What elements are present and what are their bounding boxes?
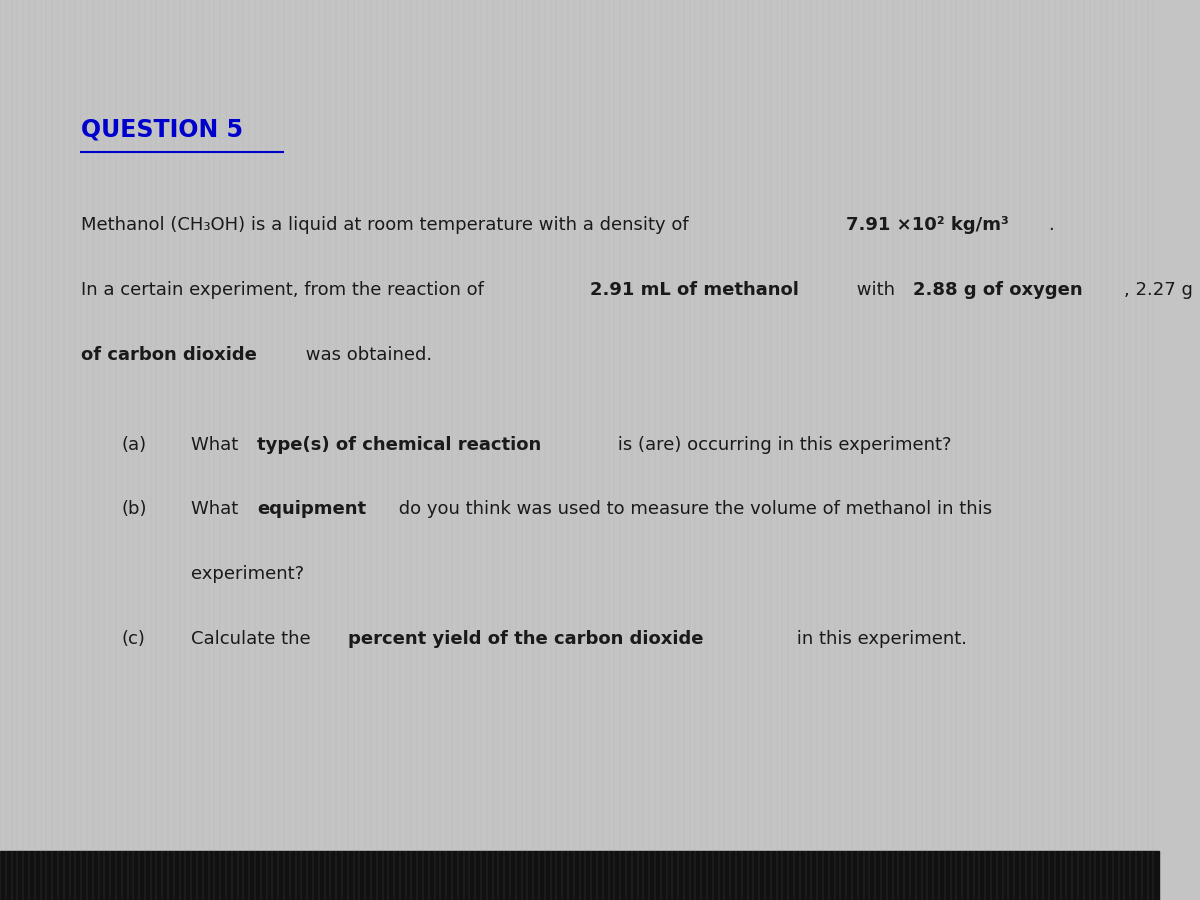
Text: in this experiment.: in this experiment. (791, 630, 967, 648)
Text: experiment?: experiment? (191, 565, 305, 583)
Bar (0, 850, 1159, 900)
Text: was obtained.: was obtained. (300, 346, 432, 364)
Text: (b): (b) (121, 500, 148, 518)
Text: 2.91 mL of methanol: 2.91 mL of methanol (590, 281, 799, 299)
Text: , 2.27 g: , 2.27 g (1124, 281, 1193, 299)
Text: 7.91 ×10² kg/m³: 7.91 ×10² kg/m³ (846, 216, 1008, 234)
Text: What: What (191, 500, 245, 518)
Text: Methanol (CH₃OH) is a liquid at room temperature with a density of: Methanol (CH₃OH) is a liquid at room tem… (82, 216, 695, 234)
Text: percent yield of the carbon dioxide: percent yield of the carbon dioxide (348, 630, 703, 648)
Text: type(s) of chemical reaction: type(s) of chemical reaction (257, 436, 541, 454)
Text: In a certain experiment, from the reaction of: In a certain experiment, from the reacti… (82, 281, 490, 299)
Text: is (are) occurring in this experiment?: is (are) occurring in this experiment? (612, 436, 952, 454)
Text: 2.88 g of oxygen: 2.88 g of oxygen (913, 281, 1082, 299)
Text: QUESTION 5: QUESTION 5 (82, 117, 244, 141)
Text: of carbon dioxide: of carbon dioxide (82, 346, 257, 364)
Text: (a): (a) (121, 436, 146, 454)
Text: What: What (191, 436, 245, 454)
Text: .: . (1049, 216, 1055, 234)
Text: with: with (851, 281, 900, 299)
Text: (c): (c) (121, 630, 145, 648)
Text: Calculate the: Calculate the (191, 630, 317, 648)
Text: do you think was used to measure the volume of methanol in this: do you think was used to measure the vol… (394, 500, 992, 518)
Text: equipment: equipment (257, 500, 366, 518)
